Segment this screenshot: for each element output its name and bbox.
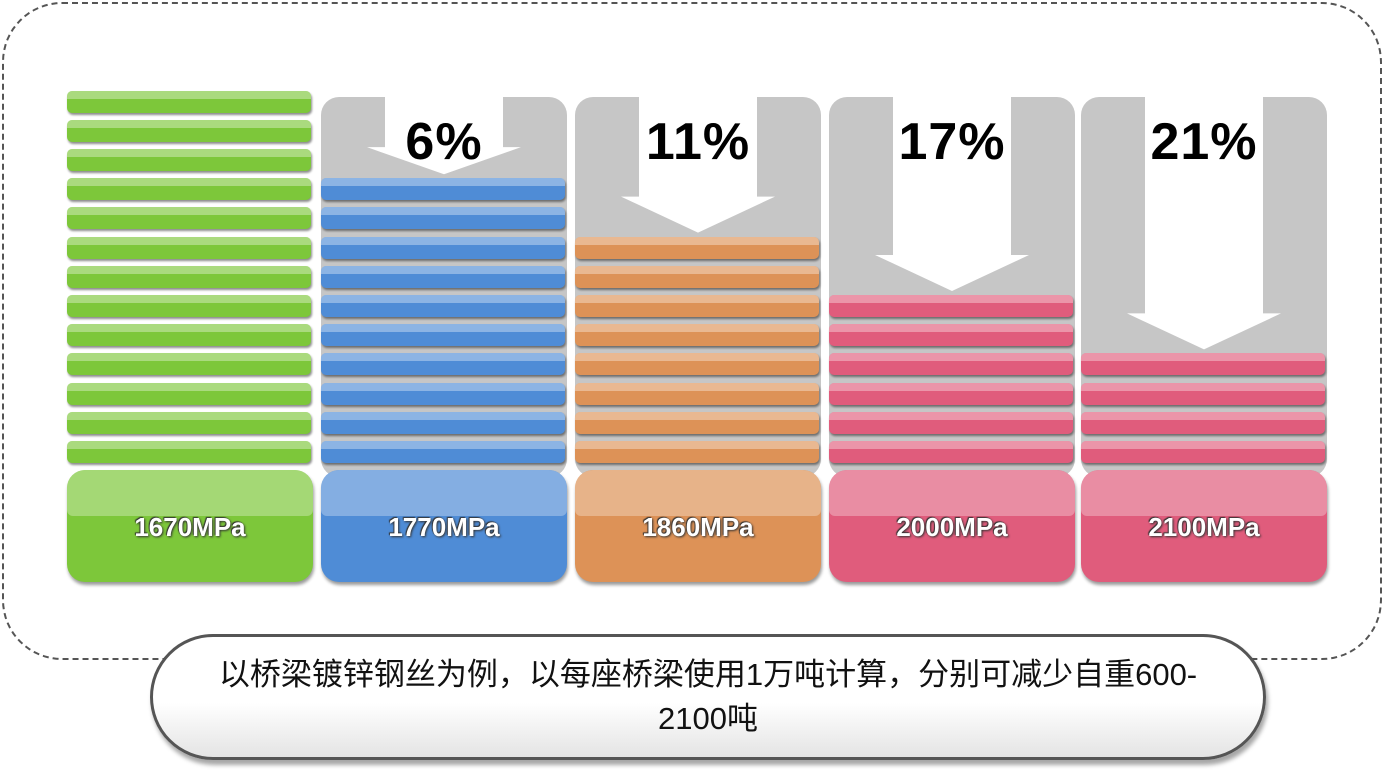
down-arrow-icon bbox=[1127, 97, 1281, 350]
wire-slab bbox=[575, 324, 819, 347]
wire-slab bbox=[67, 324, 311, 347]
strength-base bbox=[1081, 470, 1327, 582]
strength-base bbox=[321, 470, 567, 582]
wire-slab bbox=[575, 265, 819, 288]
wire-slab bbox=[67, 207, 311, 230]
wire-slab bbox=[67, 382, 311, 405]
wire-slab bbox=[575, 441, 819, 463]
wire-slab bbox=[321, 441, 565, 463]
wire-slab bbox=[829, 324, 1073, 347]
wire-slab bbox=[575, 236, 819, 259]
wire-slab bbox=[829, 295, 1073, 317]
wire-slab bbox=[321, 207, 565, 230]
wire-slab bbox=[1081, 353, 1325, 376]
down-arrow-icon bbox=[621, 97, 775, 233]
wire-slab bbox=[1081, 382, 1325, 405]
wire-slab bbox=[829, 411, 1073, 434]
wire-slab bbox=[67, 236, 311, 259]
wire-slab bbox=[67, 411, 311, 434]
reduction-percent: 11% bbox=[645, 113, 751, 171]
wire-slab bbox=[575, 353, 819, 376]
reduction-percent: 17% bbox=[898, 113, 1006, 171]
strength-label: 1670MPa bbox=[134, 512, 246, 542]
strength-label: 2000MPa bbox=[896, 512, 1008, 542]
caption-box: 以桥梁镀锌钢丝为例，以每座桥梁使用1万吨计算，分别可减少自重600-2100吨 bbox=[150, 634, 1266, 760]
wire-slab bbox=[321, 295, 565, 317]
strength-label: 1860MPa bbox=[642, 512, 754, 542]
wire-slab bbox=[1081, 441, 1325, 463]
wire-slab bbox=[575, 295, 819, 317]
wire-slab bbox=[67, 119, 311, 142]
wire-slab bbox=[321, 353, 565, 376]
column-4: 17% 2000MPa bbox=[829, 0, 1075, 771]
wire-slab bbox=[575, 411, 819, 434]
wire-slab bbox=[575, 382, 819, 405]
wire-slab bbox=[67, 295, 311, 317]
reduction-percent: 21% bbox=[1150, 113, 1258, 171]
wire-slab bbox=[321, 178, 565, 201]
wire-slab bbox=[829, 382, 1073, 405]
strength-base bbox=[67, 470, 313, 582]
column-2: 6% 1770MPa bbox=[321, 0, 567, 771]
column-1: 1670MPa bbox=[67, 0, 313, 771]
strength-base bbox=[829, 470, 1075, 582]
wire-slab bbox=[67, 353, 311, 376]
wire-slab bbox=[1081, 411, 1325, 434]
wire-slab bbox=[321, 236, 565, 259]
wire-slab bbox=[321, 324, 565, 347]
wire-slab bbox=[829, 353, 1073, 376]
wire-slab bbox=[321, 411, 565, 434]
wire-slab bbox=[321, 382, 565, 405]
column-3: 11% 1860MPa bbox=[575, 0, 821, 771]
wire-slab bbox=[67, 441, 311, 463]
strength-label: 2100MPa bbox=[1148, 512, 1260, 542]
reduction-percent: 6% bbox=[405, 113, 483, 171]
wire-slab bbox=[67, 90, 311, 113]
wire-slab bbox=[67, 265, 311, 288]
wire-slab bbox=[321, 265, 565, 288]
caption-text: 以桥梁镀锌钢丝为例，以每座桥梁使用1万吨计算，分别可减少自重600-2100吨 bbox=[218, 657, 1198, 736]
down-arrow-icon bbox=[367, 97, 521, 175]
strength-label: 1770MPa bbox=[388, 512, 500, 542]
column-5: 21% 2100MPa bbox=[1081, 0, 1327, 771]
wire-slab bbox=[829, 441, 1073, 463]
wire-slab bbox=[67, 149, 311, 171]
down-arrow-icon bbox=[875, 97, 1029, 291]
strength-base bbox=[575, 470, 821, 582]
wire-slab bbox=[67, 178, 311, 201]
